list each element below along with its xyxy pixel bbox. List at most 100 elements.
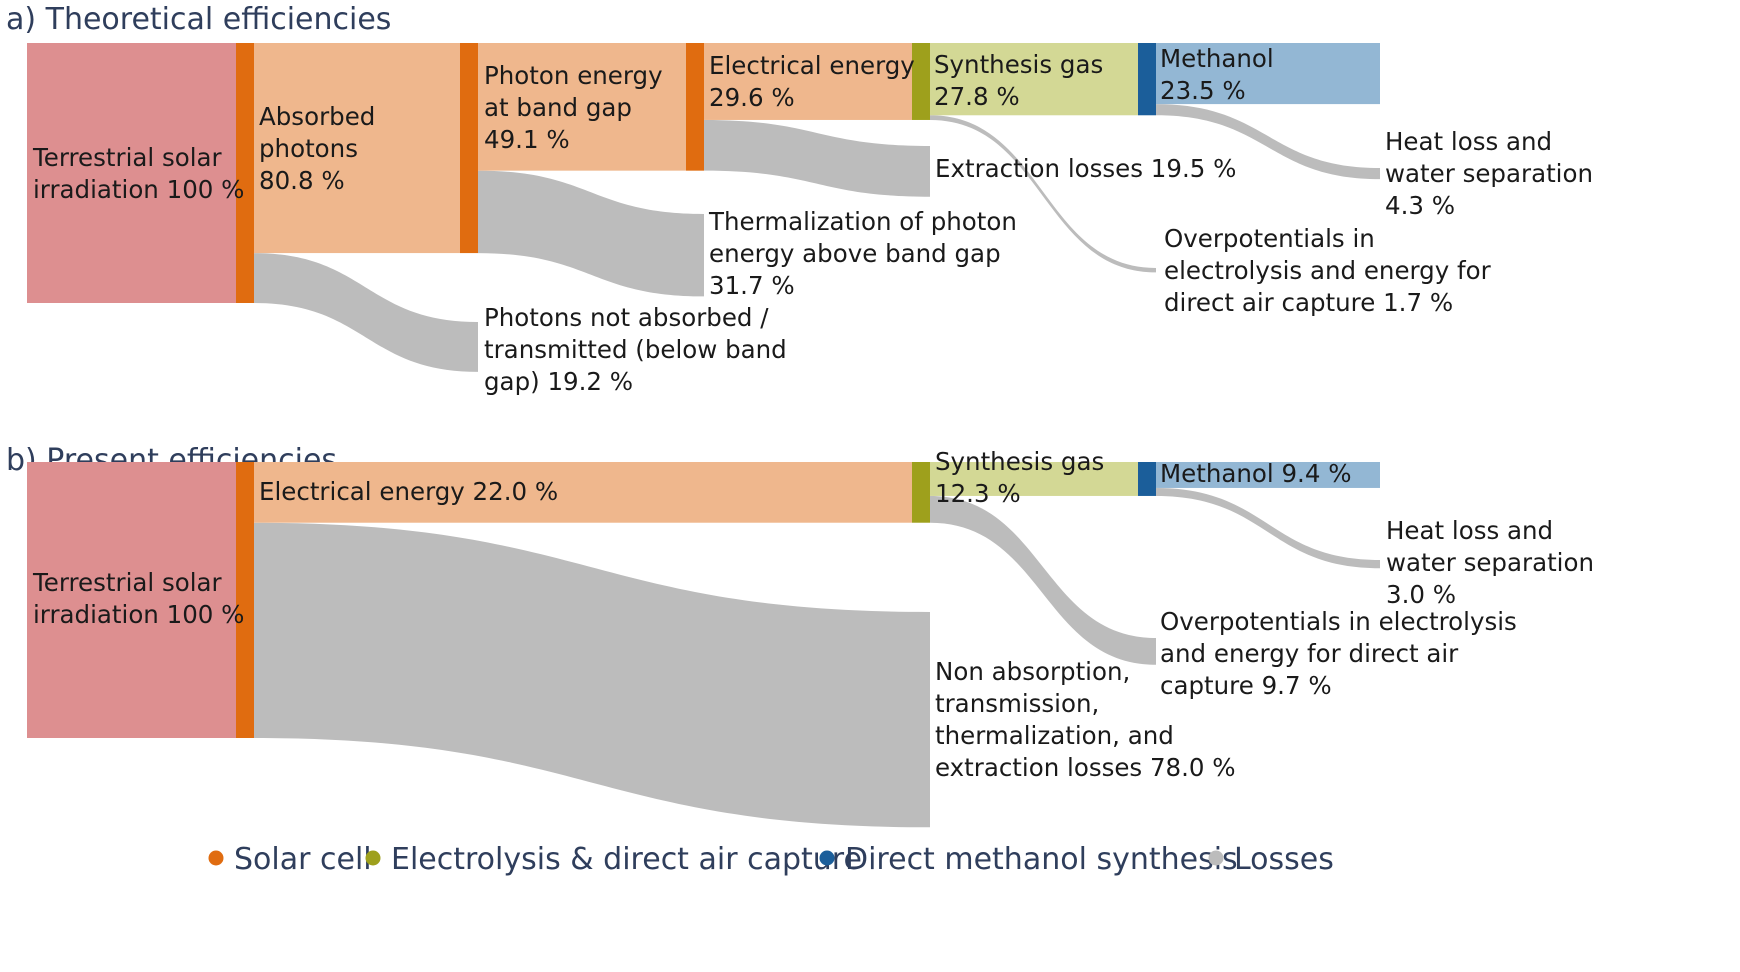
label-photons-not-absorbed-line: transmitted (below band [484, 335, 787, 364]
label-synthesis-gas: Synthesis gas 27.8 % [934, 50, 1103, 111]
electrolysis-bar [912, 462, 930, 523]
flow-thermalization [478, 170, 704, 297]
node-solar-irradiation [27, 43, 236, 303]
label-overpotentials-line: Overpotentials in electrolysis [1160, 607, 1517, 636]
label-photons-not-absorbed: Photons not absorbed / transmitted (below… [484, 303, 787, 396]
label-non-absorption-losses: Non absorption, transmission, thermalizati… [935, 657, 1236, 782]
label-solar-irradiation-line: irradiation 100 % [33, 600, 244, 629]
node-electrical-energy [254, 462, 912, 523]
label-heat-loss-line: Heat loss and [1385, 127, 1552, 156]
label-methanol: Methanol 9.4 % [1160, 459, 1352, 488]
label-solar-irradiation-line: irradiation 100 % [33, 175, 244, 204]
flow-overpotentials [930, 495, 1156, 665]
panel-a-flows [254, 104, 1380, 372]
node-synthesis-gas [930, 43, 1138, 116]
label-methanol-line: 23.5 % [1160, 76, 1246, 105]
label-thermalization-line: Thermalization of photon [708, 207, 1017, 236]
label-heat-loss-line: 3.0 % [1386, 580, 1456, 609]
electrolysis-bar [912, 43, 930, 120]
label-heat-loss-line: Heat loss and [1386, 516, 1553, 545]
node-photon-energy-band-gap [478, 43, 686, 171]
legend-label: Losses [1234, 842, 1334, 877]
label-thermalization-line: 31.7 % [709, 271, 795, 300]
flow-photons-not-absorbed [254, 253, 478, 372]
label-extraction-losses: Extraction losses 19.5 % [935, 154, 1236, 183]
label-thermalization: Thermalization of photon energy above ban… [708, 207, 1017, 300]
label-methanol-line: Methanol [1160, 44, 1274, 73]
flow-heat-loss [1156, 487, 1380, 569]
legend-marker [208, 850, 224, 866]
solar-cell-bar [686, 43, 704, 171]
label-non-absorption-losses-line: thermalization, and [935, 721, 1174, 750]
label-overpotentials: Overpotentials in electrolysis and energy… [1164, 224, 1492, 317]
label-photons-not-absorbed-line: gap) 19.2 % [484, 367, 633, 396]
label-extraction-losses-line: Extraction losses 19.5 % [935, 154, 1236, 183]
legend-label: Electrolysis & direct air capture [391, 842, 862, 877]
label-absorbed-photons-line: photons [259, 134, 358, 163]
flow-heat-loss [1156, 104, 1380, 180]
panel-theoretical: a) Theoretical efficiencies Terrestrial … [6, 2, 1593, 396]
flow-overpotentials [930, 115, 1156, 273]
solar-cell-bar [236, 43, 254, 303]
label-heat-loss: Heat loss and water separation 4.3 % [1385, 127, 1593, 220]
label-methanol-line: Methanol 9.4 % [1160, 459, 1352, 488]
label-non-absorption-losses-line: extraction losses 78.0 % [935, 753, 1236, 782]
label-overpotentials-line: and energy for direct air [1160, 639, 1459, 668]
panel-b-labels: Terrestrial solar irradiation 100 % Electr… [32, 447, 1594, 782]
label-electrical-energy-line: Electrical energy 22.0 % [259, 477, 558, 506]
label-absorbed-photons-line: Absorbed [259, 102, 375, 131]
node-methanol [1156, 462, 1380, 488]
label-synthesis-gas-line: 27.8 % [934, 82, 1020, 111]
label-electrical-energy-line: 29.6 % [709, 83, 795, 112]
label-overpotentials-line: Overpotentials in [1164, 224, 1375, 253]
label-photon-energy-band-gap-line: at band gap [484, 93, 632, 122]
legend-label: Solar cell [234, 842, 372, 877]
label-synthesis-gas: Synthesis gas 12.3 % [935, 447, 1104, 508]
label-overpotentials-line: electrolysis and energy for [1164, 256, 1492, 285]
solar-cell-bar [236, 462, 254, 738]
methanol-synthesis-bar [1138, 43, 1156, 116]
label-absorbed-photons-line: 80.8 % [259, 166, 345, 195]
label-electrical-energy-line: Electrical energy [709, 51, 915, 80]
panel-a-title: a) Theoretical efficiencies [6, 2, 391, 37]
panel-present: b) Present efficiencies Terrestrial sola… [6, 443, 1594, 828]
label-heat-loss: Heat loss and water separation 3.0 % [1386, 516, 1594, 609]
node-solar-irradiation [27, 462, 236, 738]
label-non-absorption-losses-line: transmission, [935, 689, 1099, 718]
panel-a-labels: Terrestrial solar irradiation 100 % Absorb… [32, 44, 1593, 396]
panel-b-nodes [27, 462, 1380, 738]
label-overpotentials-line: capture 9.7 % [1160, 671, 1332, 700]
label-overpotentials-line: direct air capture 1.7 % [1164, 288, 1453, 317]
panel-b-flows [254, 487, 1380, 828]
label-electrical-energy: Electrical energy 22.0 % [259, 477, 558, 506]
label-synthesis-gas-line: Synthesis gas [934, 50, 1103, 79]
label-synthesis-gas-line: 12.3 % [935, 479, 1021, 508]
label-methanol: Methanol 23.5 % [1160, 44, 1274, 105]
node-absorbed-photons [254, 43, 460, 254]
node-electrical-energy [704, 43, 912, 120]
solar-cell-bar [460, 43, 478, 254]
methanol-synthesis-bar [1138, 462, 1156, 496]
label-photon-energy-band-gap-line: 49.1 % [484, 125, 570, 154]
flow-extraction-losses [704, 119, 930, 197]
label-heat-loss-line: 4.3 % [1385, 191, 1455, 220]
label-photon-energy-band-gap-line: Photon energy [484, 61, 663, 90]
label-overpotentials: Overpotentials in electrolysis and energy… [1160, 607, 1517, 700]
legend: Solar cell Electrolysis & direct air capt… [208, 842, 1334, 877]
label-solar-irradiation: Terrestrial solar irradiation 100 % [32, 143, 244, 204]
label-solar-irradiation: Terrestrial solar irradiation 100 % [32, 568, 244, 629]
legend-marker [365, 850, 381, 866]
label-synthesis-gas-line: Synthesis gas [935, 447, 1104, 476]
legend-label: Direct methanol synthesis [845, 842, 1238, 877]
label-heat-loss-line: water separation [1385, 159, 1593, 188]
legend-marker [819, 850, 835, 866]
label-absorbed-photons: Absorbed photons 80.8 % [259, 102, 375, 195]
label-solar-irradiation-line: Terrestrial solar [32, 143, 223, 172]
panel-a-nodes [27, 43, 1380, 303]
label-heat-loss-line: water separation [1386, 548, 1594, 577]
label-solar-irradiation-line: Terrestrial solar [32, 568, 223, 597]
label-photons-not-absorbed-line: Photons not absorbed / [484, 303, 769, 332]
label-thermalization-line: energy above band gap [709, 239, 1001, 268]
node-methanol [1156, 43, 1380, 105]
